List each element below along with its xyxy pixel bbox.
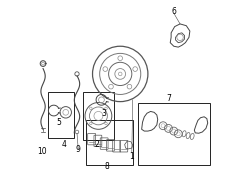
Text: 3: 3 — [102, 109, 107, 118]
Bar — [86, 120, 133, 165]
Bar — [83, 92, 114, 140]
Text: 2: 2 — [95, 140, 99, 149]
Text: 4: 4 — [61, 140, 66, 149]
Text: 6: 6 — [171, 7, 176, 16]
Bar — [48, 92, 74, 138]
Text: 10: 10 — [37, 147, 47, 156]
Bar — [138, 102, 210, 165]
Text: 8: 8 — [104, 162, 109, 171]
Text: 7: 7 — [166, 94, 171, 103]
Text: 9: 9 — [76, 145, 81, 154]
Text: 5: 5 — [57, 118, 61, 127]
Text: 1: 1 — [130, 152, 134, 161]
